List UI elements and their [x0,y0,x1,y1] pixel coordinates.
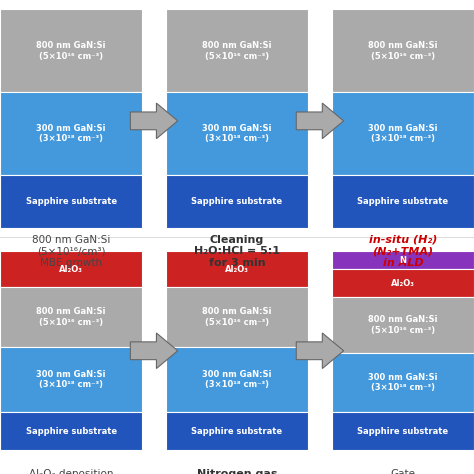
Bar [166,287,308,347]
Bar [166,175,308,228]
Bar [332,9,474,92]
Bar [166,92,308,175]
Bar [0,347,142,412]
Bar [166,347,308,412]
Bar [332,353,474,412]
Bar [166,9,308,92]
Text: 800 nm GaN:Si
(5×10¹⁶ cm⁻³): 800 nm GaN:Si (5×10¹⁶ cm⁻³) [202,41,272,61]
Text: Al₂O₃: Al₂O₃ [391,279,415,288]
Text: 800 nm GaN:Si
(5×10¹⁶ cm⁻³): 800 nm GaN:Si (5×10¹⁶ cm⁻³) [368,41,438,61]
Bar [332,251,474,269]
Bar [0,251,142,287]
Text: Sapphire substrate: Sapphire substrate [26,197,117,206]
Text: Sapphire substrate: Sapphire substrate [26,427,117,436]
Text: Sapphire substrate: Sapphire substrate [357,427,448,436]
Text: Sapphire substrate: Sapphire substrate [191,197,283,206]
Text: 800 nm GaN:Si
(5×10¹⁶ cm⁻³): 800 nm GaN:Si (5×10¹⁶ cm⁻³) [368,315,438,335]
Bar [332,297,474,353]
Text: Nitrogen gas
annealing at 500 °C
for 30 min: Nitrogen gas annealing at 500 °C for 30 … [176,469,298,474]
FancyArrow shape [130,333,178,369]
FancyArrow shape [296,333,344,369]
Text: in-situ (H₂)
(N₂+TMA)
in ALD: in-situ (H₂) (N₂+TMA) in ALD [369,235,437,268]
Text: Gate
Ohm...: Gate Ohm... [385,469,420,474]
Bar [332,412,474,450]
Bar [0,9,142,92]
Bar [0,175,142,228]
Text: 300 nm GaN:Si
(3×10¹⁸ cm⁻³): 300 nm GaN:Si (3×10¹⁸ cm⁻³) [202,370,272,389]
Bar [0,92,142,175]
Bar [332,269,474,297]
Text: 300 nm GaN:Si
(3×10¹⁸ cm⁻³): 300 nm GaN:Si (3×10¹⁸ cm⁻³) [368,373,438,392]
Text: 800 nm GaN:Si
(5×10¹⁶/cm³)
MBE growth: 800 nm GaN:Si (5×10¹⁶/cm³) MBE growth [32,235,110,268]
Text: Sapphire substrate: Sapphire substrate [191,427,283,436]
Text: 800 nm GaN:Si
(5×10¹⁶ cm⁻³): 800 nm GaN:Si (5×10¹⁶ cm⁻³) [202,307,272,327]
Text: Al₂O₃ deposition
at 300 °C: Al₂O₃ deposition at 300 °C [29,469,113,474]
Text: N: N [400,255,406,264]
Text: Cleaning
H₂O:HCl = 5:1
for 3 min: Cleaning H₂O:HCl = 5:1 for 3 min [194,235,280,268]
Text: 300 nm GaN:Si
(3×10¹⁸ cm⁻³): 300 nm GaN:Si (3×10¹⁸ cm⁻³) [368,124,438,144]
Text: Sapphire substrate: Sapphire substrate [357,197,448,206]
Bar [0,287,142,347]
Bar [0,412,142,450]
FancyArrow shape [296,103,344,138]
Text: 300 nm GaN:Si
(3×10¹⁸ cm⁻³): 300 nm GaN:Si (3×10¹⁸ cm⁻³) [36,124,106,144]
Text: 300 nm GaN:Si
(3×10¹⁸ cm⁻³): 300 nm GaN:Si (3×10¹⁸ cm⁻³) [202,124,272,144]
Text: 800 nm GaN:Si
(5×10¹⁶ cm⁻³): 800 nm GaN:Si (5×10¹⁶ cm⁻³) [36,41,106,61]
Text: Al₂O₃: Al₂O₃ [225,264,249,273]
Text: 300 nm GaN:Si
(3×10¹⁸ cm⁻³): 300 nm GaN:Si (3×10¹⁸ cm⁻³) [36,370,106,389]
FancyArrow shape [130,103,178,138]
Bar [166,251,308,287]
Text: 800 nm GaN:Si
(5×10¹⁶ cm⁻³): 800 nm GaN:Si (5×10¹⁶ cm⁻³) [36,307,106,327]
Bar [332,92,474,175]
Bar [332,175,474,228]
Text: Al₂O₃: Al₂O₃ [59,264,83,273]
Bar [166,412,308,450]
